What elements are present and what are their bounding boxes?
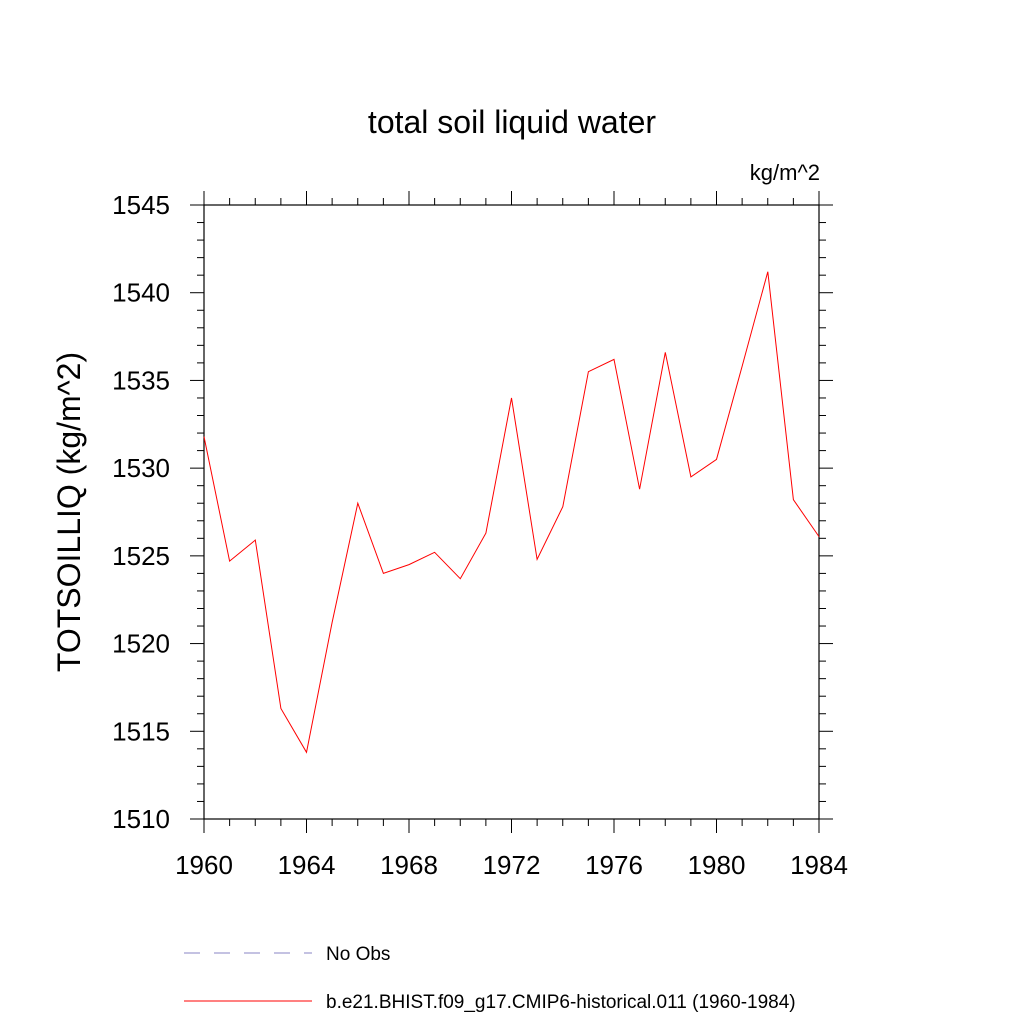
x-tick-label: 1960	[175, 850, 233, 880]
units-label: kg/m^2	[750, 160, 820, 185]
x-tick-label: 1980	[688, 850, 746, 880]
x-tick-label: 1972	[483, 850, 541, 880]
y-tick-label: 1545	[112, 190, 170, 220]
x-tick-label: 1968	[380, 850, 438, 880]
y-tick-label: 1525	[112, 541, 170, 571]
y-tick-label: 1510	[112, 804, 170, 834]
x-tick-label: 1964	[278, 850, 336, 880]
legend: No Obs b.e21.BHIST.f09_g17.CMIP6-historic…	[184, 944, 796, 1013]
y-axis-label: TOTSOILLIQ (kg/m^2)	[51, 352, 87, 672]
y-tick-label: 1530	[112, 453, 170, 483]
series-line	[203, 271, 820, 754]
legend-label: No Obs	[326, 944, 390, 965]
y-tick-label: 1515	[112, 716, 170, 746]
legend-label: b.e21.BHIST.f09_g17.CMIP6-historical.011…	[326, 992, 796, 1013]
x-tick-label: 1976	[585, 850, 643, 880]
y-tick-label: 1520	[112, 629, 170, 659]
chart-title: total soil liquid water	[368, 104, 656, 140]
plot-frame	[203, 204, 820, 820]
y-tick-label: 1540	[112, 278, 170, 308]
y-tick-label: 1535	[112, 365, 170, 395]
x-tick-label: 1984	[790, 850, 848, 880]
plot-area: 1510 1515 1520 1525 1530 1535 1540 1545 1960 1964…	[112, 190, 848, 880]
